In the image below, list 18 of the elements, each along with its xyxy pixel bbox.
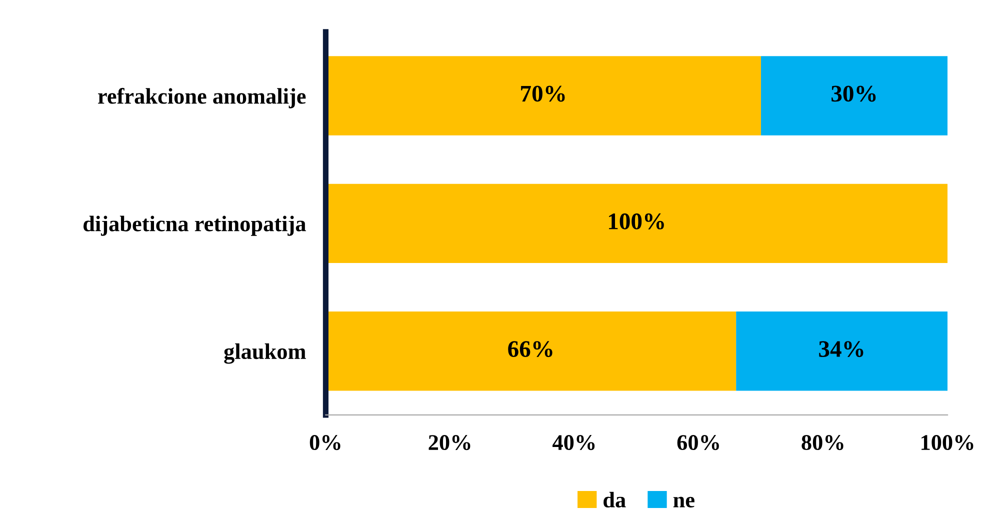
x-tick-label: 100%: [922, 435, 974, 450]
x-tick-label: 0%: [310, 435, 340, 450]
y-tick-label: glaukom: [224, 343, 306, 364]
bar: [736, 312, 948, 391]
data-label: 34%: [819, 341, 864, 358]
data-label: 30%: [832, 86, 876, 102]
x-tick-label: 80%: [802, 435, 844, 450]
x-tick-label: 20%: [428, 435, 470, 450]
data-label: 70%: [521, 86, 565, 102]
legend-label: da: [604, 492, 626, 508]
bar: [760, 56, 948, 136]
x-tick-label: 40%: [552, 435, 595, 450]
data-label: 66%: [508, 341, 552, 358]
y-tick-label: dijabeticna retinopatija: [84, 216, 306, 236]
data-label: 100%: [608, 213, 664, 230]
x-tick-label: 60%: [677, 435, 719, 450]
y-tick-label: refrakcione anomalije: [98, 88, 306, 108]
legend-label: ne: [673, 496, 694, 508]
